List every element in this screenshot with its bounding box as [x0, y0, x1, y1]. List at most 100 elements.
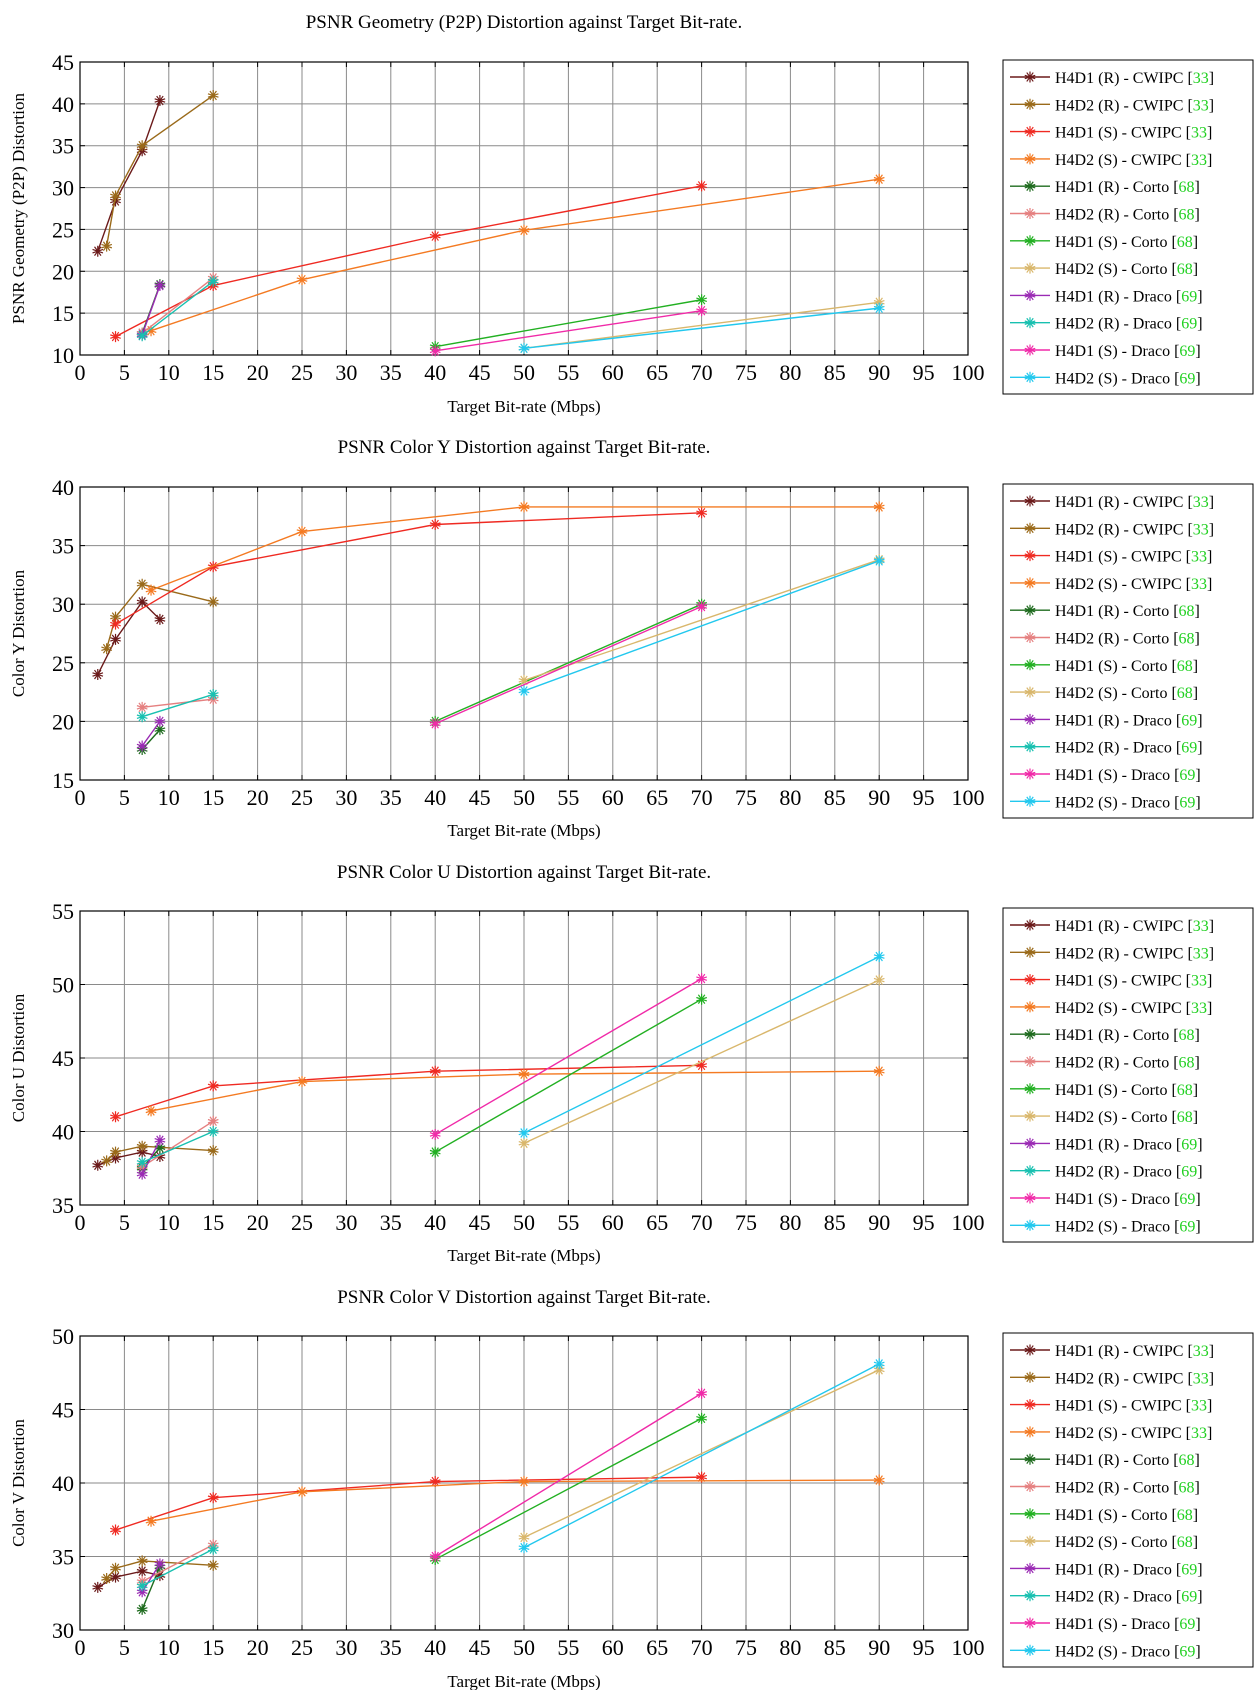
x-tick-label: 100: [952, 785, 985, 810]
data-point: [873, 302, 885, 314]
series-h4d1-r-draco: [136, 1134, 166, 1180]
data-point: [136, 330, 148, 342]
x-tick-label: 15: [202, 360, 224, 385]
legend-label: H4D1 (R) - Corto [68]: [1055, 179, 1200, 196]
series-h4d1-s-cwipc: [110, 180, 708, 343]
legend-label: H4D1 (R) - CWIPC [33]: [1055, 1343, 1214, 1360]
data-point: [136, 1565, 148, 1577]
data-point: [518, 685, 530, 697]
y-tick-label: 40: [52, 1120, 74, 1145]
legend-entry: H4D2 (S) - Corto [68]: [1010, 1534, 1198, 1551]
data-point: [136, 1140, 148, 1152]
x-tick-label: 90: [868, 1210, 890, 1235]
legend-entry: H4D1 (R) - Draco [69]: [1010, 1561, 1203, 1578]
legend-swatch-marker: [1024, 1508, 1036, 1520]
legend-entry: H4D1 (R) - Draco [69]: [1010, 288, 1203, 305]
data-point: [92, 669, 104, 681]
data-point: [136, 1580, 148, 1592]
x-tick-label: 75: [735, 1635, 757, 1660]
legend-label: H4D1 (S) - CWIPC [33]: [1055, 125, 1212, 142]
series-h4d2-s-draco: [518, 302, 885, 354]
legend-swatch-marker: [1024, 371, 1036, 383]
data-point: [518, 501, 530, 513]
data-point: [696, 180, 708, 192]
x-tick-label: 45: [469, 785, 491, 810]
legend: H4D1 (R) - CWIPC [33] H4D2 (R) - CWIPC [3…: [1002, 1332, 1254, 1668]
chart-title: PSNR Color V Distortion against Target B…: [337, 1287, 711, 1308]
series-h4d1-r-cwipc: [92, 596, 166, 681]
legend-entry: H4D1 (S) - Draco [69]: [1010, 343, 1201, 360]
data-point: [873, 951, 885, 963]
legend-label: H4D1 (R) - Draco [69]: [1055, 1561, 1203, 1578]
series-line: [105, 583, 214, 649]
data-point: [145, 1515, 157, 1527]
legend-label: H4D1 (R) - CWIPC [33]: [1055, 494, 1214, 511]
data-point: [136, 711, 148, 723]
x-tick-label: 100: [952, 1635, 985, 1660]
x-tick-label: 95: [913, 1210, 935, 1235]
legend-citation: 68: [1177, 1507, 1193, 1524]
series-h4d2-s-cwipc: [145, 173, 885, 337]
x-tick-label: 20: [247, 360, 269, 385]
legend-entry: H4D1 (S) - Draco [69]: [1010, 767, 1201, 784]
legend-citation: 69: [1179, 1218, 1195, 1235]
y-tick-label: 15: [52, 301, 74, 326]
data-point: [429, 230, 441, 242]
data-point: [154, 715, 166, 727]
legend-entry: H4D2 (R) - Draco [69]: [1010, 740, 1203, 757]
legend-swatch-marker: [1024, 1192, 1036, 1204]
series-h4d2-s-draco: [518, 951, 885, 1139]
data-point: [696, 973, 708, 985]
data-point: [696, 305, 708, 317]
x-tick-label: 70: [691, 1635, 713, 1660]
series-line: [141, 285, 161, 336]
legend-citation: 33: [1193, 97, 1209, 114]
legend-entry: H4D2 (R) - Corto [68]: [1010, 631, 1200, 648]
legend-entry: H4D1 (S) - Corto [68]: [1010, 1082, 1198, 1099]
legend-citation: 68: [1177, 1082, 1193, 1099]
x-tick-label: 20: [247, 1635, 269, 1660]
x-tick-label: 95: [913, 1635, 935, 1660]
data-point: [154, 95, 166, 107]
legend-citation: 68: [1177, 658, 1193, 675]
legend-citation: 33: [1191, 1398, 1207, 1415]
series-h4d2-s-cwipc: [145, 1065, 885, 1117]
series-h4d2-r-cwipc: [101, 578, 219, 655]
data-point: [136, 1168, 148, 1180]
legend-label: H4D1 (R) - Corto [68]: [1055, 603, 1200, 620]
series-line: [435, 299, 702, 348]
data-point: [696, 1059, 708, 1071]
legend-swatch-marker: [1024, 98, 1036, 110]
legend-label: H4D2 (S) - Corto [68]: [1055, 685, 1198, 702]
legend-swatch-marker: [1024, 974, 1036, 986]
chart-panel-2: PSNR Color Y Distortion against Target B…: [9, 437, 1254, 840]
legend-citation: 69: [1179, 343, 1195, 360]
legend-label: H4D2 (R) - Draco [69]: [1055, 740, 1203, 757]
legend-label: H4D1 (R) - CWIPC [33]: [1055, 70, 1214, 87]
legend-citation: 69: [1179, 794, 1195, 811]
x-tick-label: 45: [469, 360, 491, 385]
legend-citation: 68: [1179, 1027, 1195, 1044]
legend-swatch-marker: [1024, 1590, 1036, 1602]
y-tick-label: 35: [52, 1545, 74, 1570]
x-tick-label: 90: [868, 1635, 890, 1660]
data-point: [873, 555, 885, 567]
legend-label: H4D2 (S) - Corto [68]: [1055, 261, 1198, 278]
chart-panel-1: PSNR Geometry (P2P) Distortion against T…: [9, 12, 1254, 416]
series-h4d2-s-cwipc: [145, 1474, 885, 1527]
series-h4d2-s-cwipc: [145, 501, 885, 596]
x-tick-label: 25: [291, 785, 313, 810]
x-tick-label: 40: [424, 1635, 446, 1660]
x-tick-label: 40: [424, 1210, 446, 1235]
data-point: [696, 601, 708, 613]
legend-swatch-marker: [1024, 550, 1036, 562]
x-tick-label: 15: [202, 785, 224, 810]
y-tick-label: 25: [52, 651, 74, 676]
data-point: [873, 173, 885, 185]
data-point: [110, 611, 121, 623]
legend-entry: H4D1 (R) - Draco [69]: [1010, 712, 1203, 729]
x-tick-label: 80: [779, 1635, 801, 1660]
legend-swatch-marker: [1024, 1644, 1036, 1656]
x-tick-label: 75: [735, 1210, 757, 1235]
y-tick-label: 10: [52, 343, 74, 368]
